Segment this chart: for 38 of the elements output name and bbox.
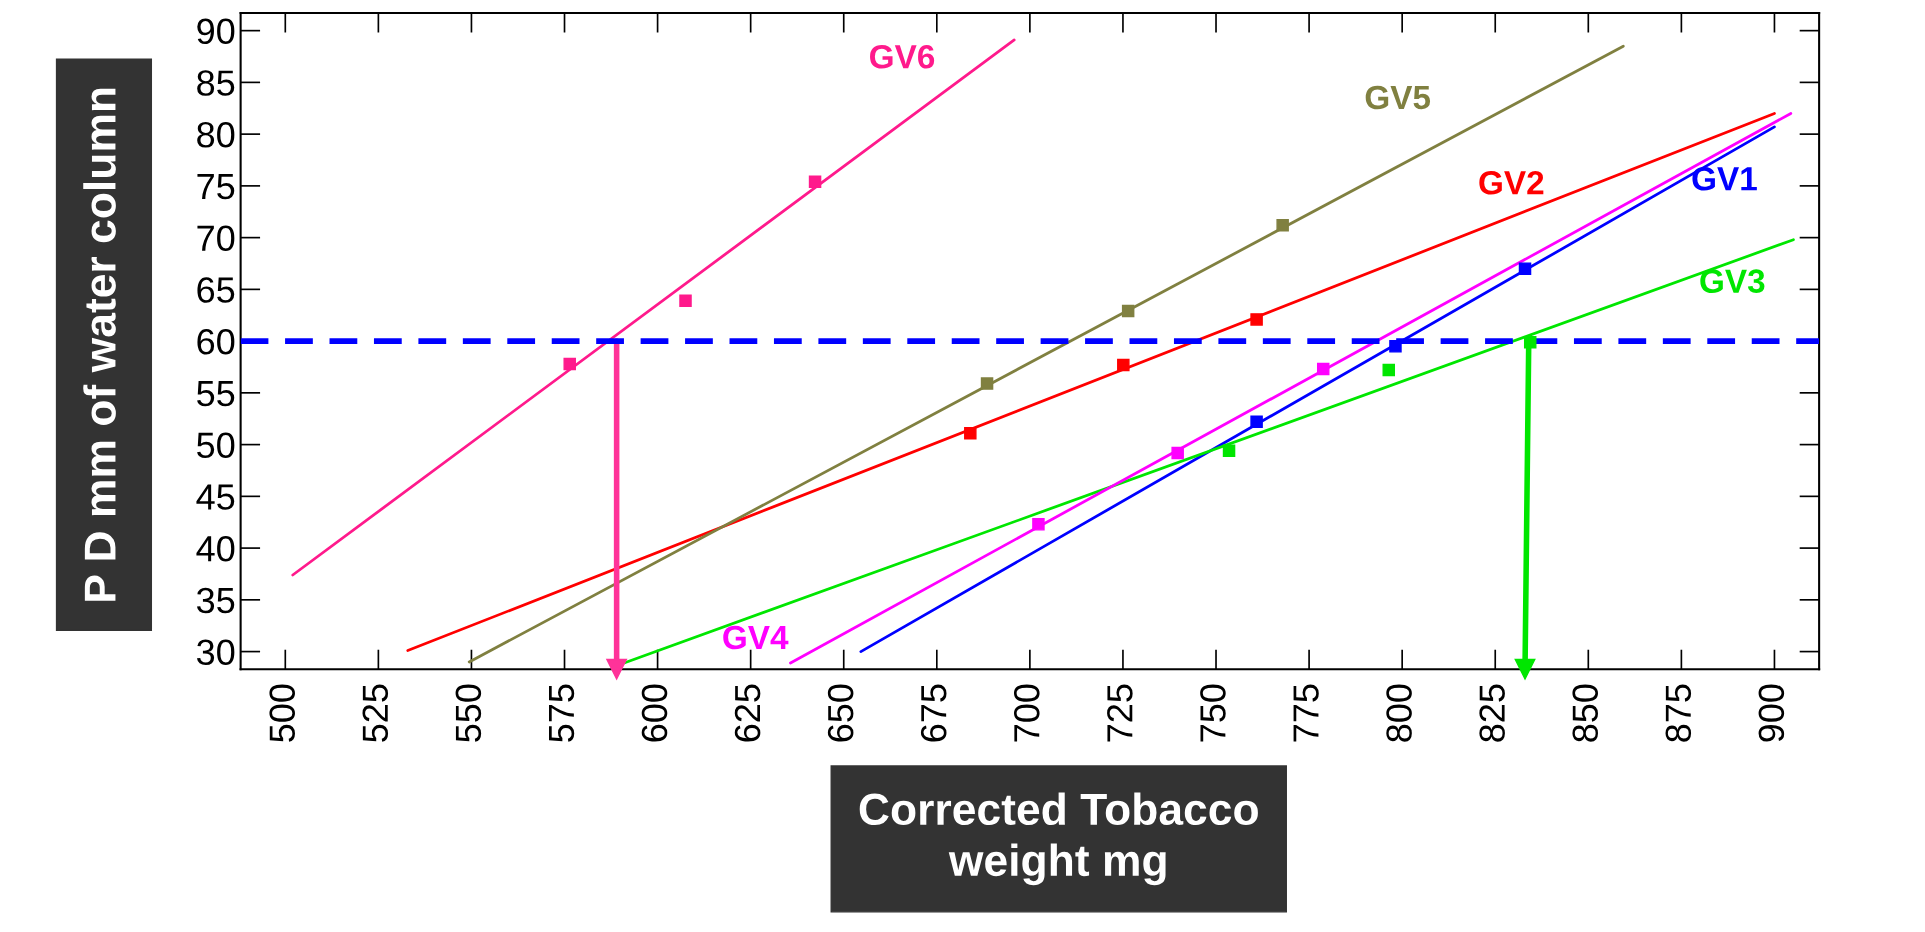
x-tick-label: 650 [827,684,854,742]
series-label: GV3 [1700,269,1765,294]
x-tick-label: 625 [734,684,761,742]
series-label: GV4 [723,625,789,650]
y-tick-label: 30 [196,639,235,666]
y-tick-label: 55 [197,381,235,407]
y-tick-label: 50 [197,432,235,459]
y-tick-label: 60 [197,328,235,355]
x-tick-label: 675 [920,684,947,742]
x-tick-label: 500 [269,684,295,742]
y-tick-label: 40 [196,535,235,562]
x-axis-title: Corrected Tobacco weight mg [859,792,1258,886]
x-tick-label: 875 [1665,684,1692,742]
series-label: GV2 [1479,170,1544,195]
x-tick-label: 525 [362,684,389,742]
x-tick-label: 575 [549,684,575,742]
y-tick-label: 35 [196,587,235,614]
y-tick-label: 75 [197,174,235,200]
y-axis-title: P D mm of water column [83,88,116,601]
y-tick-label: 45 [196,484,235,510]
series-label: GV5 [1365,85,1431,110]
x-tick-label: 750 [1200,684,1226,742]
series-label: GV6 [870,44,935,69]
y-tick-label: 90 [197,18,235,45]
x-tick-label: 775 [1293,684,1319,742]
series-label: GV1 [1692,167,1757,191]
x-tick-label: 850 [1572,684,1598,742]
y-tick-label: 70 [197,225,235,252]
x-tick-label: 900 [1758,684,1785,742]
x-tick-label: 725 [1107,684,1133,742]
y-tick-label: 65 [197,277,235,303]
x-tick-label: 700 [1014,684,1040,742]
y-tick-label: 80 [197,122,235,148]
x-tick-label: 825 [1479,684,1505,742]
y-tick-label: 85 [197,70,235,96]
x-tick-label: 550 [455,684,482,742]
x-tick-label: 800 [1386,684,1412,742]
x-tick-label: 600 [641,684,668,742]
